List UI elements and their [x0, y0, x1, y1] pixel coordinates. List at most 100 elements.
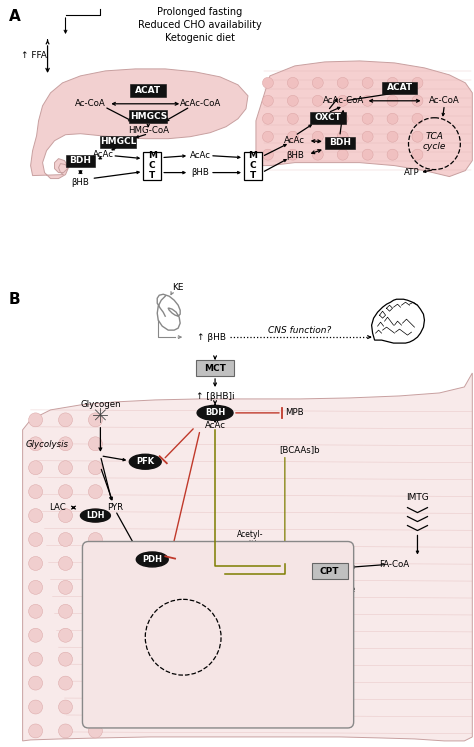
- Circle shape: [337, 78, 348, 88]
- FancyBboxPatch shape: [244, 152, 262, 179]
- Circle shape: [58, 413, 73, 427]
- Circle shape: [58, 652, 73, 666]
- Circle shape: [387, 149, 398, 160]
- Circle shape: [28, 557, 43, 571]
- Text: A: A: [9, 9, 20, 24]
- Circle shape: [337, 96, 348, 106]
- Circle shape: [337, 149, 348, 160]
- Circle shape: [28, 724, 43, 738]
- Text: BDH: BDH: [205, 409, 225, 418]
- FancyBboxPatch shape: [100, 136, 137, 148]
- Circle shape: [28, 413, 43, 427]
- Text: ATP: ATP: [404, 168, 419, 177]
- FancyBboxPatch shape: [325, 137, 355, 149]
- FancyBboxPatch shape: [312, 563, 347, 580]
- Ellipse shape: [137, 552, 168, 567]
- Text: ACAT: ACAT: [386, 84, 412, 93]
- Circle shape: [28, 628, 43, 642]
- Circle shape: [89, 676, 102, 690]
- Circle shape: [58, 509, 73, 523]
- Text: TCA
cycle: TCA cycle: [423, 132, 446, 152]
- FancyBboxPatch shape: [129, 111, 167, 123]
- Text: M
C
T: M C T: [148, 152, 157, 180]
- Circle shape: [28, 700, 43, 714]
- Ellipse shape: [81, 509, 110, 522]
- Circle shape: [89, 700, 102, 714]
- Circle shape: [387, 114, 398, 124]
- Text: Acetyl-
carnitine: Acetyl- carnitine: [233, 530, 267, 549]
- Circle shape: [28, 676, 43, 690]
- Text: CNS function?: CNS function?: [268, 326, 331, 335]
- Circle shape: [412, 114, 423, 124]
- Circle shape: [263, 114, 273, 124]
- Text: IMTG: IMTG: [406, 493, 429, 502]
- Circle shape: [312, 114, 323, 124]
- FancyBboxPatch shape: [382, 82, 418, 94]
- Circle shape: [89, 628, 102, 642]
- Text: MCT: MCT: [204, 364, 226, 373]
- FancyBboxPatch shape: [82, 542, 354, 728]
- Text: Carnitine: Carnitine: [320, 585, 356, 594]
- Text: BDH: BDH: [70, 156, 91, 165]
- Circle shape: [412, 96, 423, 106]
- Circle shape: [28, 485, 43, 499]
- Circle shape: [28, 580, 43, 595]
- Circle shape: [89, 604, 102, 619]
- Circle shape: [263, 96, 273, 106]
- Circle shape: [28, 604, 43, 619]
- Circle shape: [387, 78, 398, 88]
- Circle shape: [58, 700, 73, 714]
- Text: βHB: βHB: [286, 151, 304, 160]
- Circle shape: [312, 78, 323, 88]
- Circle shape: [89, 533, 102, 547]
- Polygon shape: [256, 61, 472, 176]
- Circle shape: [28, 437, 43, 450]
- Text: Prolonged fasting
Reduced CHO availability
Ketogenic diet: Prolonged fasting Reduced CHO availabili…: [138, 7, 262, 43]
- Text: MPB: MPB: [285, 409, 303, 418]
- Text: AcAc-CoA: AcAc-CoA: [323, 96, 365, 105]
- Circle shape: [58, 485, 73, 499]
- Text: AcAc: AcAc: [284, 136, 305, 145]
- Polygon shape: [31, 69, 248, 179]
- Text: B: B: [9, 292, 20, 307]
- Circle shape: [362, 78, 373, 88]
- Text: AcAc-CoA: AcAc-CoA: [180, 99, 221, 108]
- Circle shape: [263, 131, 273, 142]
- Text: ↑ FFA: ↑ FFA: [21, 52, 46, 61]
- Circle shape: [28, 652, 43, 666]
- Circle shape: [58, 557, 73, 571]
- Circle shape: [312, 96, 323, 106]
- Text: Glycogen: Glycogen: [80, 400, 121, 409]
- Circle shape: [58, 533, 73, 547]
- Text: TCA
Cycle: TCA Cycle: [168, 627, 199, 648]
- Text: ↑ βHB: ↑ βHB: [197, 332, 226, 341]
- Circle shape: [89, 724, 102, 738]
- Circle shape: [58, 628, 73, 642]
- Circle shape: [362, 96, 373, 106]
- Circle shape: [58, 437, 73, 450]
- Text: βHB: βHB: [191, 168, 209, 177]
- Circle shape: [287, 149, 298, 160]
- Circle shape: [58, 676, 73, 690]
- Text: β-oxidation: β-oxidation: [251, 557, 299, 566]
- FancyBboxPatch shape: [130, 84, 166, 97]
- Circle shape: [263, 78, 273, 88]
- Circle shape: [312, 131, 323, 142]
- Text: [BCAAs]b: [BCAAs]b: [280, 445, 320, 454]
- Text: PDH: PDH: [142, 555, 162, 564]
- Circle shape: [337, 131, 348, 142]
- Circle shape: [362, 149, 373, 160]
- Text: Glycolysis: Glycolysis: [26, 440, 69, 449]
- Circle shape: [287, 96, 298, 106]
- Text: AcAc: AcAc: [190, 151, 210, 160]
- Text: M
C
T: M C T: [248, 152, 257, 180]
- Text: LDH: LDH: [86, 511, 105, 520]
- Circle shape: [312, 149, 323, 160]
- Circle shape: [58, 604, 73, 619]
- Text: CPT: CPT: [320, 567, 339, 576]
- Text: ACAT: ACAT: [135, 87, 161, 96]
- Circle shape: [263, 149, 273, 160]
- Text: AcAc: AcAc: [93, 150, 114, 159]
- Circle shape: [58, 461, 73, 474]
- Text: HMGCL: HMGCL: [100, 137, 137, 146]
